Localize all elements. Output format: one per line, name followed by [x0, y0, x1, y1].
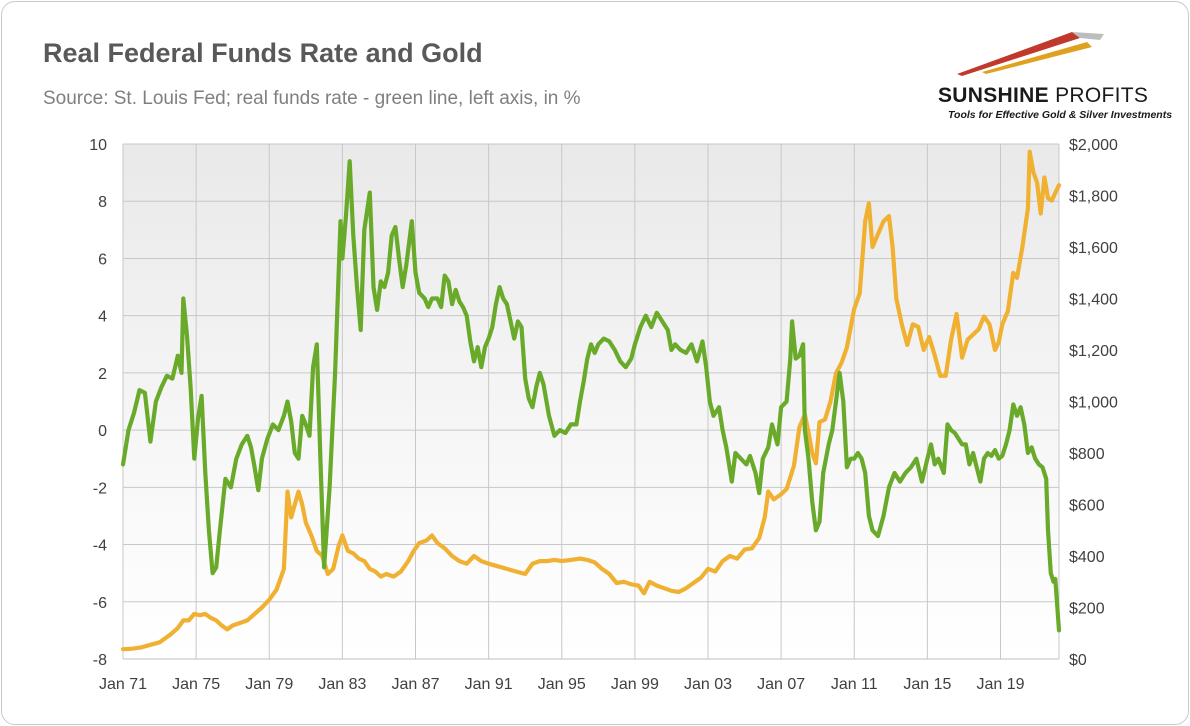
- y-left-tick-label: 4: [98, 309, 107, 326]
- gold-price-line: [120, 149, 1062, 652]
- x-tick-label: Jan 07: [757, 676, 805, 693]
- x-tick-label: Jan 19: [976, 676, 1024, 693]
- x-tick-label: Jan 91: [465, 676, 513, 693]
- y-right-tick-label: $600: [1069, 498, 1105, 515]
- x-tick-label: Jan 71: [99, 676, 147, 693]
- y-left-tick-label: 2: [98, 366, 107, 383]
- logo-tagline: Tools for Effective Gold & Silver Invest…: [948, 109, 1173, 121]
- y-right-tick-label: $1,400: [1069, 292, 1118, 309]
- y-left-tick-label: 8: [98, 194, 107, 211]
- y-right-tick-label: $1,800: [1069, 189, 1118, 206]
- y-left-tick-label: -6: [93, 595, 107, 612]
- sunshine-profits-logo: SUNSHINE PROFITS Tools for Effective Gol…: [922, 16, 1172, 126]
- chart-subtitle: Source: St. Louis Fed; real funds rate -…: [43, 88, 581, 109]
- x-tick-label: Jan 95: [538, 676, 586, 693]
- chart-title: Real Federal Funds Rate and Gold: [43, 38, 483, 68]
- y-left-tick-label: 0: [98, 423, 107, 440]
- logo-name-a: SUNSHINE: [938, 84, 1056, 107]
- x-tick-label: Jan 79: [245, 676, 293, 693]
- y-right-tick-label: $1,600: [1069, 240, 1118, 257]
- y-left-tick-label: 10: [89, 137, 107, 154]
- y-right-tick-label: $800: [1069, 446, 1105, 463]
- y-left-tick-label: -8: [93, 652, 107, 669]
- y-right-tick-label: $400: [1069, 549, 1105, 566]
- x-tick-label: Jan 99: [611, 676, 659, 693]
- y-right-tick-label: $200: [1069, 601, 1105, 618]
- logo-name: SUNSHINE PROFITS: [938, 84, 1148, 108]
- y-right-tick-label: $0: [1069, 652, 1087, 669]
- y-right-tick-label: $2,000: [1069, 137, 1118, 154]
- logo-name-b: PROFITS: [1055, 84, 1149, 107]
- x-tick-label: Jan 83: [318, 676, 366, 693]
- logo-swoosh-icon: [957, 32, 1104, 76]
- x-tick-label: Jan 75: [172, 676, 220, 693]
- y-right-tick-label: $1,000: [1069, 395, 1118, 412]
- y-left-tick-label: 6: [98, 251, 107, 268]
- x-tick-label: Jan 15: [903, 676, 951, 693]
- y-left-tick-label: -2: [93, 480, 107, 497]
- y-left-tick-label: -4: [93, 538, 107, 555]
- plot-area: [123, 144, 1059, 659]
- x-tick-label: Jan 11: [831, 676, 878, 693]
- x-tick-label: Jan 87: [391, 676, 439, 693]
- x-tick-label: Jan 03: [684, 676, 732, 693]
- y-right-tick-label: $1,200: [1069, 343, 1118, 360]
- real-funds-rate-line: [120, 159, 1062, 633]
